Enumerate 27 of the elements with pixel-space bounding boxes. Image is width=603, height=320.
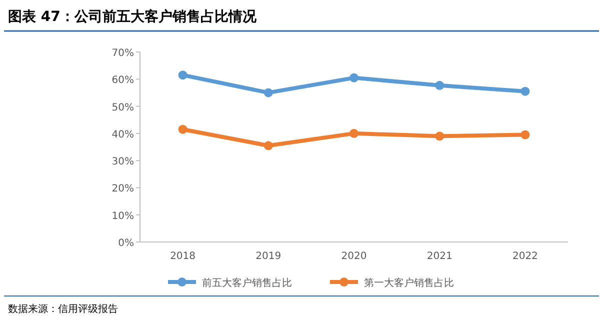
point (435, 80, 444, 90)
y-tick-label: 30% (112, 156, 134, 168)
point (264, 141, 273, 150)
x-tick-label: 2022 (512, 251, 538, 262)
chart-title: 图表 47：公司前五大客户销售占比情况 (8, 8, 258, 25)
point (178, 124, 188, 134)
x-tick-label: 2019 (256, 251, 282, 262)
legend-label: 前五大客户销售占比 (202, 277, 292, 289)
point (520, 86, 530, 96)
y-tick-label: 20% (112, 184, 134, 195)
point (350, 128, 358, 138)
y-tick-label: 10% (112, 210, 134, 222)
x-tick-label: 2021 (426, 251, 452, 262)
y-tick-label: 70% (112, 48, 134, 59)
x-tick-label: 2018 (170, 251, 196, 262)
point (435, 132, 444, 141)
y-tick-label: 0% (118, 238, 134, 249)
legend-label: 第一大客户销售占比 (364, 277, 454, 289)
point (264, 88, 273, 98)
y-tick-label: 40% (112, 129, 134, 140)
y-tick-label: 60% (112, 75, 134, 86)
point (178, 70, 188, 80)
point (520, 130, 530, 140)
source-note: 数据来源：信用评级报告 (8, 303, 118, 315)
x-tick-label: 2020 (341, 251, 367, 262)
y-tick-label: 50% (112, 102, 134, 114)
point (350, 73, 358, 82)
